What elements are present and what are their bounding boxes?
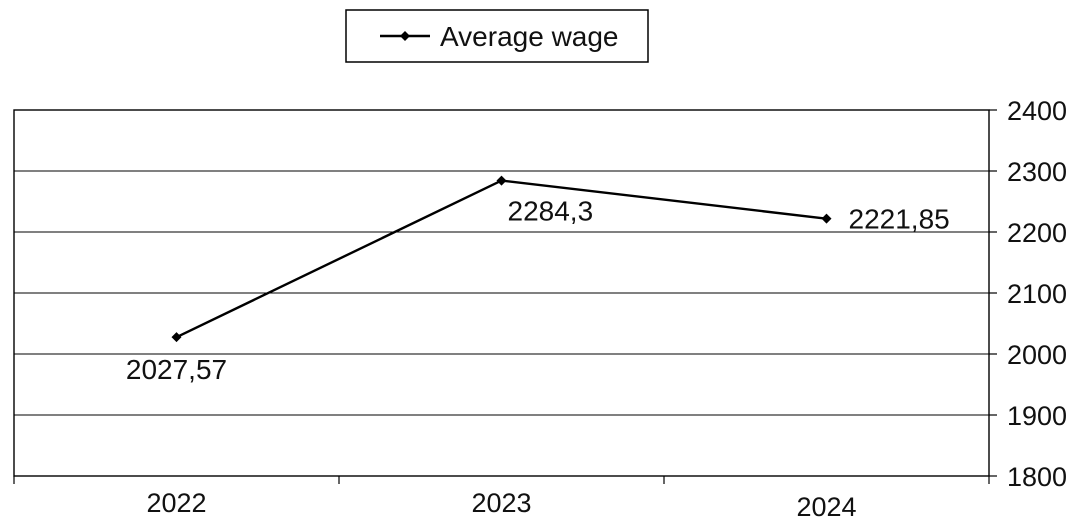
- data-point-2024: [821, 213, 832, 224]
- series-average-wage: [171, 175, 832, 343]
- data-label-2022: 2027,57: [126, 354, 227, 385]
- data-labels: 2027,57 2284,3 2221,85: [126, 196, 950, 386]
- legend-marker-icon: [400, 31, 410, 41]
- series-line: [175, 179, 827, 339]
- y-tick-label-2200: 2200: [1007, 218, 1067, 248]
- y-tick-label-2400: 2400: [1007, 96, 1067, 126]
- data-point-2022: [171, 332, 182, 343]
- y-tick-label-1900: 1900: [1007, 401, 1067, 431]
- gridlines: [14, 170, 989, 416]
- y-tick-label-1800: 1800: [1007, 462, 1067, 492]
- data-label-2024: 2221,85: [849, 204, 950, 235]
- y-tick-label-2000: 2000: [1007, 340, 1067, 370]
- legend-label: Average wage: [440, 21, 619, 52]
- x-tick-label-2023: 2023: [471, 488, 531, 518]
- y-axis: 1800 1900 2000 2100 2200 2300 2400: [989, 96, 1067, 492]
- y-tick-label-2300: 2300: [1007, 157, 1067, 187]
- x-axis-labels: 2022 2023 2024: [146, 488, 856, 522]
- x-tick-label-2024: 2024: [796, 492, 856, 522]
- data-label-2023: 2284,3: [508, 196, 594, 227]
- y-tick-label-2100: 2100: [1007, 279, 1067, 309]
- legend: Average wage: [345, 9, 649, 63]
- x-tick-label-2022: 2022: [146, 488, 206, 518]
- data-point-2023: [496, 175, 507, 186]
- x-axis-ticks: [13, 476, 990, 484]
